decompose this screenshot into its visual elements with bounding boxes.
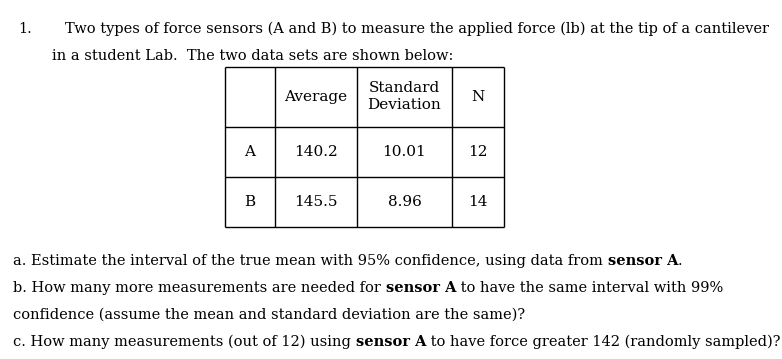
Text: to have the same interval with 99%: to have the same interval with 99% (456, 281, 723, 295)
Text: sensor A: sensor A (356, 335, 426, 349)
Text: in a student Lab.  The two data sets are shown below:: in a student Lab. The two data sets are … (52, 48, 454, 62)
Text: 1.: 1. (18, 22, 32, 36)
Text: 8.96: 8.96 (388, 195, 421, 209)
Text: sensor A: sensor A (608, 253, 678, 267)
Text: confidence (assume the mean and standard deviation are the same)?: confidence (assume the mean and standard… (13, 308, 526, 322)
Text: .: . (678, 253, 683, 267)
Text: 10.01: 10.01 (382, 145, 426, 159)
Text: Standard
Deviation: Standard Deviation (368, 81, 441, 112)
Text: c. How many measurements (out of 12) using: c. How many measurements (out of 12) usi… (13, 335, 356, 350)
Text: b. How many more measurements are needed for: b. How many more measurements are needed… (13, 281, 386, 295)
Text: Two types of force sensors (A and B) to measure the applied force (lb) at the ti: Two types of force sensors (A and B) to … (65, 22, 769, 36)
Text: A: A (245, 145, 256, 159)
Text: 14: 14 (468, 195, 488, 209)
Text: 140.2: 140.2 (294, 145, 338, 159)
Text: to have force greater 142 (randomly sampled)?: to have force greater 142 (randomly samp… (426, 335, 780, 350)
Text: B: B (245, 195, 256, 209)
Text: Average: Average (285, 89, 347, 103)
Text: sensor A: sensor A (386, 281, 456, 295)
Text: 145.5: 145.5 (294, 195, 338, 209)
Text: 12: 12 (468, 145, 488, 159)
Text: N: N (472, 89, 485, 103)
Text: a. Estimate the interval of the true mean with 95% confidence, using data from: a. Estimate the interval of the true mea… (13, 253, 608, 267)
